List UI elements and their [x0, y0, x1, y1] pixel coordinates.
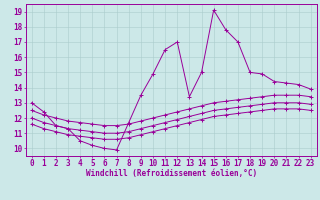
- X-axis label: Windchill (Refroidissement éolien,°C): Windchill (Refroidissement éolien,°C): [86, 169, 257, 178]
